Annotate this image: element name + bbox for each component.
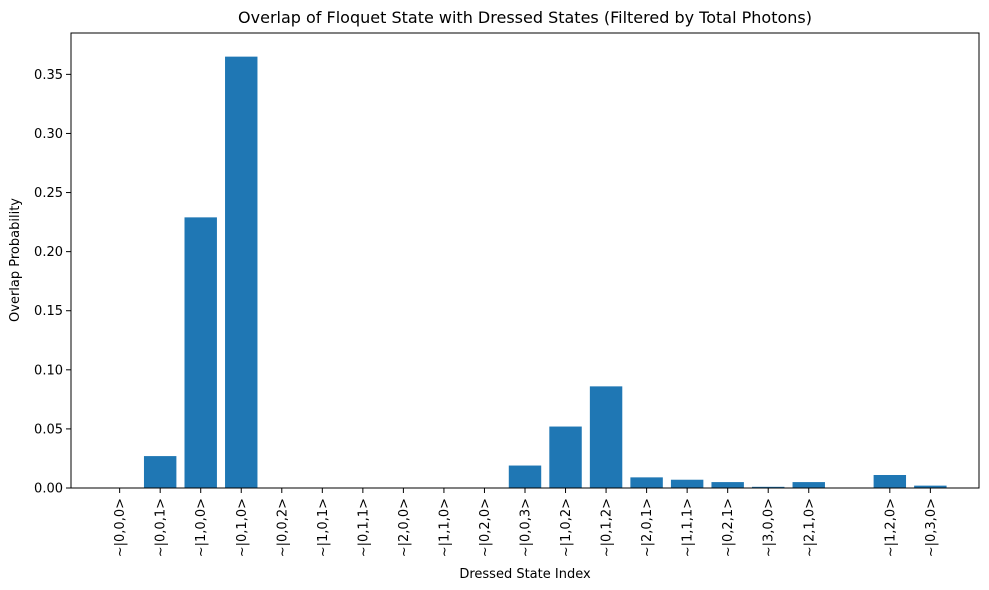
x-axis-label: Dressed State Index: [459, 567, 591, 582]
bar: [143, 456, 177, 488]
x-tick-label: ~|0,0,0>: [113, 498, 128, 557]
bar: [711, 482, 744, 488]
x-tick-label: ~|1,2,0>: [883, 498, 898, 557]
y-tick-label: 0.05: [34, 422, 63, 437]
x-tick-label: ~|2,1,0>: [802, 498, 817, 557]
x-tick-label: ~|1,0,1>: [316, 498, 331, 557]
x-tick-label: ~|0,0,1>: [154, 498, 169, 557]
bar: [508, 465, 542, 488]
bar: [549, 426, 582, 488]
x-tick-label: ~|1,0,2>: [559, 498, 574, 557]
x-axis-ticks: ~|0,0,0> ~|0,0,1> ~|1,0,0> ~|0,1,0> ~|0,0,2>…: [113, 488, 939, 557]
y-axis-label: Overlap Probability: [8, 198, 23, 322]
y-axis-ticks: 0.00 0.05 0.10 0.15 0.20 0.25 0.30 0.35: [34, 68, 71, 497]
x-tick-label: ~|0,1,0>: [235, 498, 250, 557]
y-tick-label: 0.35: [34, 68, 63, 83]
y-tick-label: 0.15: [34, 304, 63, 319]
y-tick-label: 0.20: [34, 245, 63, 260]
bar: [670, 479, 704, 488]
x-tick-label: ~|0,1,2>: [600, 498, 615, 557]
bar: [792, 482, 825, 488]
bar: [914, 485, 947, 488]
x-tick-label: ~|1,1,1>: [681, 498, 696, 557]
bar: [752, 486, 785, 488]
x-tick-label: ~|0,3,0>: [924, 498, 939, 557]
x-tick-label: ~|2,0,0>: [397, 498, 412, 557]
x-tick-label: ~|2,0,1>: [640, 498, 655, 557]
bar: [873, 475, 907, 488]
x-tick-label: ~|1,0,0>: [194, 498, 209, 557]
x-tick-label: ~|0,1,1>: [356, 498, 371, 557]
y-tick-label: 0.30: [34, 127, 63, 142]
y-tick-label: 0.10: [34, 363, 63, 378]
x-tick-label: ~|1,1,0>: [437, 498, 452, 557]
x-tick-label: ~|0,0,3>: [519, 498, 534, 557]
bar: [589, 386, 623, 488]
x-tick-label: ~|0,2,1>: [721, 498, 736, 557]
bar: [184, 217, 217, 488]
y-tick-label: 0.00: [34, 482, 63, 497]
y-tick-label: 0.25: [34, 186, 63, 201]
chart-title: Overlap of Floquet State with Dressed St…: [238, 8, 812, 27]
bar: [225, 56, 258, 489]
plot-frame: [70, 32, 980, 489]
x-tick-label: ~|0,2,0>: [478, 498, 493, 557]
bars: [143, 56, 947, 489]
x-tick-label: ~|0,0,2>: [275, 498, 290, 557]
bar: [630, 477, 663, 488]
x-tick-label: ~|3,0,0>: [762, 498, 777, 557]
